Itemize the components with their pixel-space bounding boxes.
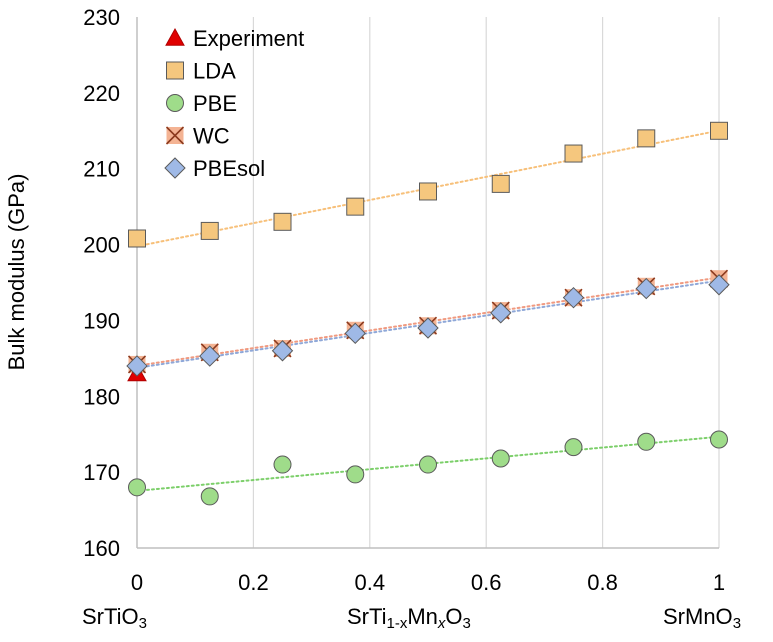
point-pbe-7 xyxy=(637,432,656,451)
x-tick-label-1: 1 xyxy=(713,570,725,595)
legend-label-wc: WC xyxy=(193,124,230,149)
point-pbe-2 xyxy=(273,455,292,474)
composition-label-left: SrTiO3 xyxy=(82,604,147,632)
point-pbe-5 xyxy=(491,449,510,468)
legend-label-experiment: Experiment xyxy=(193,26,304,51)
y-tick-label-160: 160 xyxy=(83,536,120,561)
y-tick-label-220: 220 xyxy=(83,81,120,106)
point-pbe-4 xyxy=(419,455,437,474)
x-tick-label-0: 0 xyxy=(131,570,143,595)
point-pbe-8 xyxy=(710,430,728,449)
legend-marker-pbe xyxy=(166,94,184,112)
legend-marker-lda xyxy=(166,61,184,80)
legend: Experiment LDA PBE WC PBEsol xyxy=(164,26,304,181)
y-tick-label-210: 210 xyxy=(83,157,120,182)
legend-label-pbesol: PBEsol xyxy=(193,156,265,181)
legend-label-pbe: PBE xyxy=(193,91,237,116)
composition-label-middle: SrTi1-xMnxO3 xyxy=(347,604,471,632)
x-tick-labels: 0 0.2 0.4 0.6 0.8 1 xyxy=(131,570,725,595)
point-lda-8 xyxy=(710,121,728,140)
point-pbe-1 xyxy=(200,487,219,506)
x-tick-label-0.4: 0.4 xyxy=(355,570,386,595)
y-axis-label: Bulk modulus (GPa) xyxy=(4,174,29,371)
point-pbesol-2 xyxy=(271,340,294,362)
y-tick-label-200: 200 xyxy=(83,233,120,258)
point-pbesol-1 xyxy=(199,345,221,367)
point-pbe-3 xyxy=(346,465,365,484)
legend-marker-experiment xyxy=(165,27,185,46)
point-lda-7 xyxy=(637,129,656,148)
legend-marker-pbesol xyxy=(164,157,186,179)
point-lda-5 xyxy=(491,174,510,193)
point-lda-0 xyxy=(128,229,146,248)
y-tick-labels: 160 170 180 190 200 210 220 230 xyxy=(83,5,120,561)
point-lda-2 xyxy=(273,212,292,231)
axes xyxy=(136,17,719,549)
point-pbe-0 xyxy=(128,478,146,497)
point-lda-1 xyxy=(200,221,219,240)
y-tick-label-190: 190 xyxy=(83,308,120,333)
data-points xyxy=(126,121,730,506)
legend-marker-wc-cross xyxy=(165,126,185,145)
point-lda-6 xyxy=(564,144,583,163)
y-tick-label-230: 230 xyxy=(83,5,120,30)
point-pbesol-0 xyxy=(126,355,148,377)
composition-label-right: SrMnO3 xyxy=(663,604,742,632)
point-pbesol-7 xyxy=(635,277,657,300)
x-tick-label-0.8: 0.8 xyxy=(587,570,618,595)
y-tick-label-170: 170 xyxy=(83,460,120,485)
x-tick-label-0.2: 0.2 xyxy=(238,570,269,595)
point-pbe-6 xyxy=(564,438,583,457)
point-pbesol-8 xyxy=(708,274,730,296)
point-pbesol-6 xyxy=(562,286,585,309)
point-pbesol-4 xyxy=(417,317,439,339)
point-lda-3 xyxy=(346,197,365,216)
point-lda-4 xyxy=(419,182,437,201)
legend-label-lda: LDA xyxy=(193,59,236,84)
legend-marker-wc xyxy=(165,126,185,145)
x-tick-label-0.6: 0.6 xyxy=(471,570,502,595)
y-tick-label-180: 180 xyxy=(83,384,120,409)
point-pbesol-5 xyxy=(490,302,512,324)
point-pbesol-3 xyxy=(344,322,366,345)
